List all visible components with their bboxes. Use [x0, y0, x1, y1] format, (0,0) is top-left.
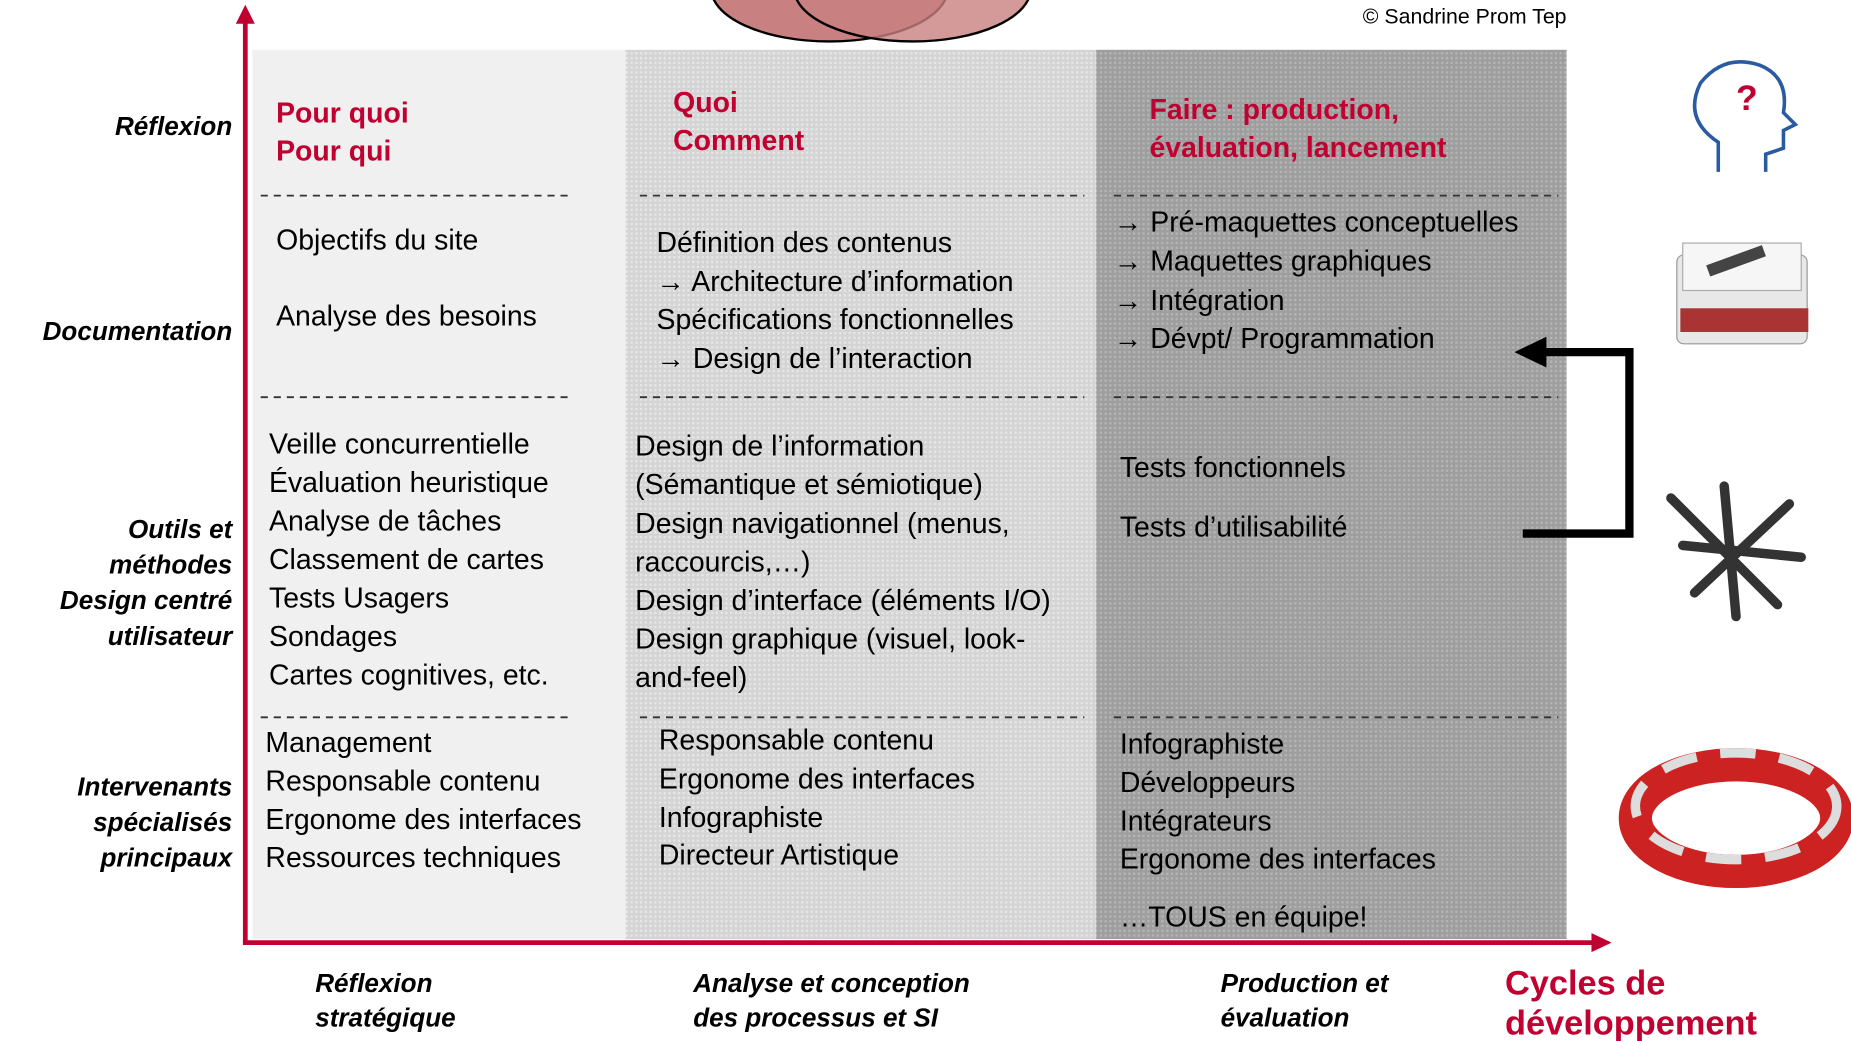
documentation-item: Spécifications fonctionnelles	[657, 304, 1014, 336]
phase-label: Analyse et conception	[692, 968, 970, 998]
tools-item: Cartes cognitives, etc.	[269, 660, 549, 692]
roles-item: Infographiste	[1120, 728, 1284, 760]
column-header: Pour quoi	[276, 98, 409, 130]
svg-text:?: ?	[1736, 78, 1758, 118]
phase-label: stratégique	[315, 1003, 455, 1033]
tools-item: Classement de cartes	[269, 544, 544, 576]
tools-item: (Sémantique et sémiotique)	[635, 469, 983, 501]
row-label: Design centré	[60, 585, 232, 615]
roles-item: Infographiste	[659, 802, 823, 834]
copyright: © Sandrine Prom Tep	[1363, 4, 1567, 28]
row-label: méthodes	[109, 550, 232, 580]
tools-item: Design de l’information	[635, 431, 924, 463]
roles-item: Ergonome des interfaces	[1120, 843, 1436, 875]
venn-logo	[712, 0, 1030, 43]
documentation-item: → Maquettes graphiques	[1114, 246, 1432, 278]
tools-item: and-feel)	[635, 662, 747, 694]
roles-item: Intégrateurs	[1120, 805, 1272, 837]
tools-item: Analyse de tâches	[269, 505, 501, 537]
column-header: évaluation, lancement	[1149, 132, 1447, 164]
documentation-item: Définition des contenus	[657, 227, 953, 259]
tools-item: Tests fonctionnels	[1120, 452, 1346, 484]
row-label: Intervenants	[77, 771, 232, 801]
roles-item: Management	[265, 727, 431, 759]
column-bg	[1096, 49, 1567, 940]
roles-item: Ressources techniques	[265, 842, 561, 874]
icon-head: ?	[1692, 60, 1799, 172]
tools-item: Tests d’utilisabilité	[1120, 511, 1348, 543]
tools-item: Sondages	[269, 621, 397, 653]
icon-puzzle	[1618, 748, 1851, 889]
documentation-item: → Pré-maquettes conceptuelles	[1114, 207, 1519, 239]
axes	[235, 4, 1612, 953]
tools-item: Design navigationnel (menus,	[635, 508, 1010, 540]
row-label: spécialisés	[93, 807, 232, 837]
phase-label: des processus et SI	[693, 1003, 939, 1033]
column-bg	[252, 49, 626, 940]
row-label: Outils et	[128, 514, 234, 544]
column-header: Comment	[673, 125, 805, 157]
row-label: utilisateur	[108, 621, 234, 651]
axis-title: Cycles de	[1505, 964, 1665, 1002]
roles-item: Ergonome des interfaces	[265, 804, 581, 836]
documentation-item: Objectifs du site	[276, 224, 478, 256]
phase-label: Réflexion	[315, 968, 432, 998]
column-bg	[625, 49, 1097, 940]
phase-label: Production et	[1221, 968, 1390, 998]
documentation-item: → Architecture d’information	[657, 266, 1014, 298]
roles-item: Développeurs	[1120, 767, 1295, 799]
column-header: Faire : production,	[1149, 94, 1399, 126]
tools-item: Veille concurrentielle	[269, 428, 530, 460]
documentation-item: Analyse des besoins	[276, 300, 537, 332]
tools-item: Tests Usagers	[269, 582, 449, 614]
row-label: Documentation	[43, 316, 233, 346]
axis-title: développement	[1505, 1005, 1758, 1041]
documentation-item: → Intégration	[1114, 285, 1285, 317]
tools-item: raccourcis,…)	[635, 546, 810, 578]
phase-label: évaluation	[1221, 1003, 1350, 1033]
icon-tools	[1666, 481, 1806, 622]
roles-item: Responsable contenu	[659, 725, 934, 757]
roles-item: …TOUS en équipe!	[1120, 901, 1368, 933]
column-header: Pour qui	[276, 135, 391, 167]
roles-item: Ergonome des interfaces	[659, 763, 975, 795]
column-header: Quoi	[673, 87, 738, 119]
tools-item: Design graphique (visuel, look-	[635, 623, 1025, 655]
tools-item: Évaluation heuristique	[269, 467, 549, 499]
roles-item: Responsable contenu	[265, 766, 540, 798]
documentation-item: → Dévpt/ Programmation	[1114, 323, 1435, 355]
feedback-arrow	[1514, 336, 1634, 538]
documentation-item: → Design de l’interaction	[657, 343, 973, 375]
row-label: Réflexion	[115, 111, 232, 141]
tools-item: Design d’interface (éléments I/O)	[635, 585, 1051, 617]
row-label: principaux	[100, 842, 234, 872]
icon-documents	[1676, 242, 1809, 345]
roles-item: Directeur Artistique	[659, 840, 899, 872]
